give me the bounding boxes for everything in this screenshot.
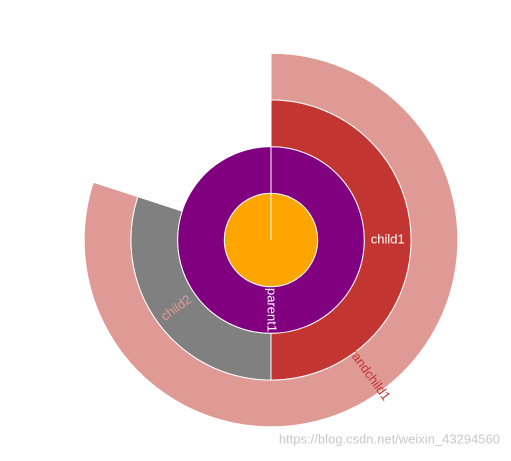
sector: [83, 52, 459, 428]
sector-label: parent1: [265, 288, 280, 332]
watermark: https://blog.csdn.net/weixin_43294560: [279, 431, 500, 446]
sector-label: child1: [371, 231, 405, 246]
